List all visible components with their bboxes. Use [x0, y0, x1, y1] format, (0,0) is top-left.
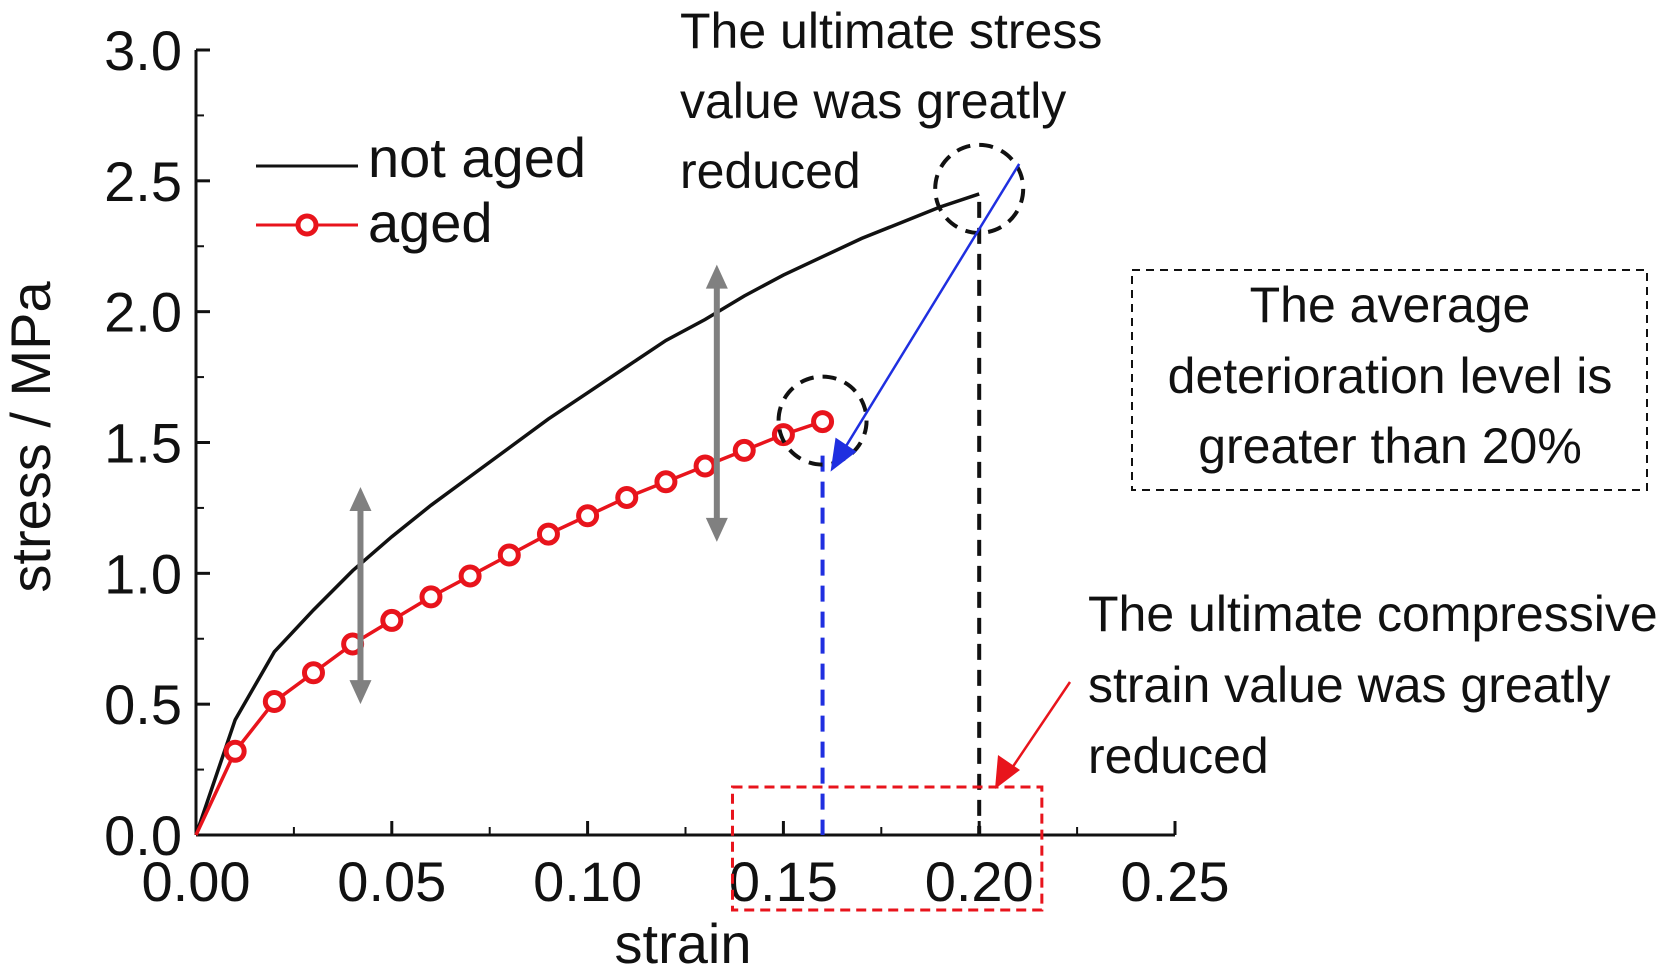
strain-note-arrow-line [1010, 681, 1072, 769]
strain-note-line-3: reduced [1088, 728, 1269, 784]
x-tick-label: 0.10 [533, 850, 642, 913]
y-tick-label: 0.0 [104, 804, 182, 867]
data-point-aged [615, 485, 639, 509]
gap-arrowhead-down-2 [705, 517, 728, 542]
y-tick-label: 1.0 [104, 542, 182, 605]
series-layer [194, 192, 980, 836]
deterioration-note-line-2: deterioration level is [1168, 348, 1613, 404]
data-point-aged [732, 438, 756, 462]
y-tick-label: 1.5 [104, 412, 182, 475]
peak-circle-not-aged [933, 142, 1026, 235]
series-line-not-aged [194, 192, 980, 836]
data-point-aged [223, 739, 247, 763]
legend-label-aged: aged [368, 191, 493, 254]
strain-highlight-box [730, 785, 1044, 912]
data-point-aged [811, 410, 835, 434]
data-point-aged [497, 543, 521, 567]
data-point-aged [576, 504, 600, 528]
strain-note-arrowhead [995, 755, 1020, 789]
data-point-aged [262, 690, 286, 714]
legend-label-not-aged: not aged [368, 126, 586, 189]
y-tick-label: 3.0 [104, 19, 182, 82]
deterioration-note: The average deterioration level is great… [1131, 269, 1648, 491]
strain-note-line-2: strain value was greatly [1088, 657, 1610, 713]
gap-arrowhead-up-1 [349, 486, 372, 511]
data-point-aged [380, 608, 404, 632]
x-tick-label: 0.00 [142, 850, 251, 913]
stress-drop-arrow-line [835, 163, 1021, 463]
data-point-aged [419, 585, 443, 609]
gap-arrowhead-up-2 [705, 264, 728, 289]
y-axis-title: stress / MPa [0, 281, 62, 593]
y-tick-label: 2.5 [104, 150, 182, 213]
x-tick-label: 0.20 [925, 850, 1034, 913]
data-point-aged [693, 454, 717, 478]
y-tick-label: 2.0 [104, 281, 182, 344]
deterioration-note-box [1131, 269, 1648, 491]
x-axis-title: strain [615, 912, 752, 970]
legend-marker-aged [295, 213, 319, 237]
x-tick-label: 0.15 [729, 850, 838, 913]
data-point-aged [654, 470, 678, 494]
data-point-aged [536, 522, 560, 546]
x-tick-label: 0.05 [337, 850, 446, 913]
stress-note: The ultimate stress value was greatly re… [680, 3, 1102, 199]
strain-note: The ultimate compressive strain value wa… [1088, 586, 1658, 784]
annotation-layer [349, 142, 1072, 912]
stress-drop-arrowhead [830, 437, 857, 472]
peak-circle-aged [776, 374, 869, 467]
gap-arrowhead-down-1 [349, 680, 372, 705]
stress-note-line-3: reduced [680, 143, 861, 199]
y-tick-label: 0.5 [104, 673, 182, 736]
series-line-aged [194, 419, 824, 836]
data-point-aged [458, 564, 482, 588]
stress-note-line-1: The ultimate stress [680, 3, 1102, 59]
stress-note-line-2: value was greatly [680, 73, 1066, 129]
legend: not aged aged [256, 126, 586, 254]
axis-tick-labels: 0.00 0.05 0.10 0.15 0.20 0.25 0.0 0.5 1.0 1.5 2.0 2… [104, 19, 1229, 913]
deterioration-note-line-3: greater than 20% [1198, 418, 1582, 474]
x-tick-label: 0.25 [1121, 850, 1230, 913]
deterioration-note-line-1: The average [1250, 277, 1531, 333]
strain-note-line-1: The ultimate compressive [1088, 586, 1658, 642]
data-point-aged [301, 661, 325, 685]
